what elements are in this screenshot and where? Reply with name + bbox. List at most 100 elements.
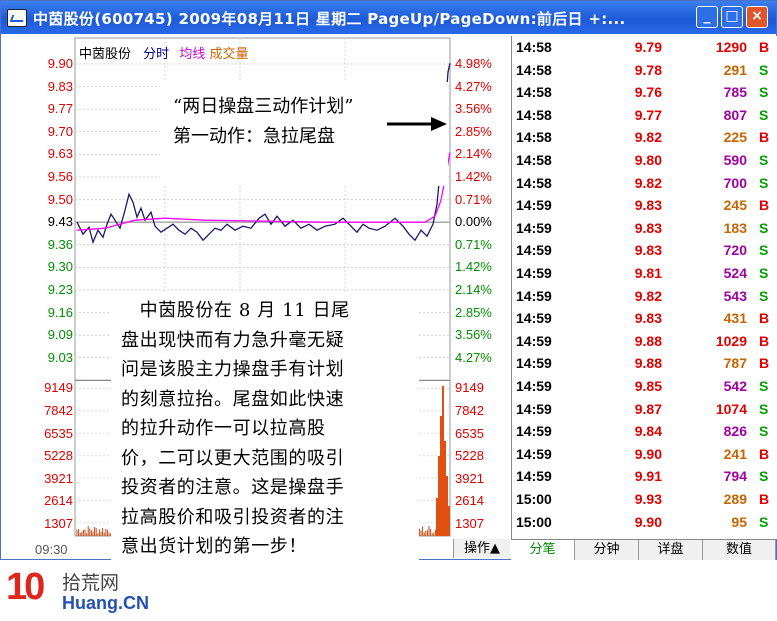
tick-tabs: 分笔 分钟 详盘 数值: [511, 539, 776, 560]
tick-direction: S: [759, 468, 769, 485]
price-label-right: 2.85%: [455, 304, 492, 320]
tick-row[interactable]: 14:59 9.83 720 S: [512, 242, 777, 264]
tick-list[interactable]: 14:58 9.79 1290 B 14:58 9.78 291 S 14:58 9.76 785 S…: [511, 36, 777, 539]
tick-volume: 1290: [715, 39, 747, 55]
tick-price: 9.81: [634, 265, 662, 281]
price-label-left: 9.83: [47, 78, 73, 94]
tick-volume: 431: [723, 310, 747, 327]
tick-row[interactable]: 14:59 9.90 241 B: [512, 446, 777, 468]
tick-row[interactable]: 14:58 9.78 291 S: [512, 62, 777, 84]
price-label-left: 9.70: [47, 123, 73, 139]
tick-volume: 807: [723, 106, 747, 123]
tick-row[interactable]: 14:58 9.77 807 S: [512, 107, 777, 129]
tick-price: 9.78: [634, 61, 662, 78]
tick-direction: S: [759, 400, 769, 417]
tick-time: 14:59: [516, 400, 552, 417]
tick-row[interactable]: 14:58 9.76 785 S: [512, 84, 777, 106]
tab-minutes[interactable]: 分钟: [575, 540, 639, 560]
tick-time: 14:58: [516, 106, 552, 123]
volume-label: 5228: [44, 448, 73, 464]
tick-volume: 542: [723, 378, 747, 394]
tick-direction: B: [759, 197, 770, 214]
tick-volume: 183: [723, 219, 747, 236]
tick-direction: B: [759, 355, 770, 372]
tick-time: 15:00: [516, 491, 552, 507]
tick-direction: S: [759, 423, 769, 440]
tick-row[interactable]: 14:59 9.82 543 S: [512, 288, 777, 310]
tick-price: 9.83: [634, 242, 662, 259]
price-label-left: 9.90: [47, 56, 73, 71]
price-label-right: 4.27%: [455, 78, 492, 94]
legend-volume: 成交量: [209, 47, 249, 62]
tick-volume: 289: [723, 491, 747, 507]
intraday-chart[interactable]: 中茵股份 分时 均线 成交量 9.90 9.83 9.77 9.70 9.63 9.56 9…: [5, 36, 510, 561]
annotation-text: 中茵股份在 8 月 11 日尾 盘出现快而有力急升毫无疑 问是该股主力操盘手有计划的…: [111, 294, 419, 561]
minimize-button[interactable]: _: [696, 6, 718, 28]
tick-row[interactable]: 14:59 9.83 245 B: [512, 197, 777, 219]
tick-price: 9.84: [634, 423, 662, 440]
callout-box: “两日操盘三动作计划” 第一动作：急拉尾盘: [160, 82, 448, 186]
tick-direction: B: [759, 39, 770, 55]
maximize-button[interactable]: □: [721, 6, 743, 28]
price-label-left: 9.56: [47, 169, 73, 184]
tick-time: 14:58: [516, 61, 552, 78]
close-button[interactable]: ×: [746, 6, 768, 28]
annotation-line: 的拉升动作一可以拉高股: [121, 418, 326, 439]
tick-price: 9.90: [634, 445, 662, 462]
tick-price: 9.83: [634, 310, 662, 327]
arrow-icon: [387, 117, 447, 131]
tick-row[interactable]: 14:59 9.83 183 S: [512, 220, 777, 242]
tick-row[interactable]: 14:58 9.82 225 B: [512, 129, 777, 151]
tick-direction: B: [759, 310, 770, 327]
tick-row[interactable]: 14:58 9.79 1290 B: [512, 39, 777, 61]
quote-window: 中茵股份(600745) 2009年08月11日 星期二 PageUp/Page…: [0, 0, 777, 560]
price-label-left: 9.36: [47, 236, 73, 252]
tick-time: 14:59: [516, 332, 552, 349]
annotation-line: 拉高股价和吸引投资者的注: [121, 506, 345, 528]
tick-row[interactable]: 14:59 9.85 542 S: [512, 378, 777, 400]
tick-time: 14:59: [516, 310, 552, 327]
tick-row[interactable]: 14:59 9.88 1029 B: [512, 333, 777, 355]
tick-direction: S: [759, 242, 769, 259]
price-label-right: 1.42%: [455, 259, 492, 275]
tick-price: 9.91: [634, 468, 662, 485]
tab-ticks[interactable]: 分笔: [511, 540, 575, 560]
tick-row[interactable]: 14:59 9.91 794 S: [512, 468, 777, 490]
tick-row[interactable]: 14:59 9.87 1074 S: [512, 401, 777, 423]
tick-row[interactable]: 14:58 9.80 590 S: [512, 152, 777, 174]
price-line: [76, 63, 451, 245]
operation-button[interactable]: 操作▲: [453, 539, 510, 558]
tick-price: 9.88: [634, 355, 662, 372]
tab-values[interactable]: 数值: [703, 540, 776, 560]
tick-row[interactable]: 15:00 9.90 95 S: [512, 514, 777, 536]
price-label-right: 2.85%: [455, 123, 492, 139]
tick-row[interactable]: 14:59 9.81 524 S: [512, 265, 777, 287]
tick-volume: 524: [723, 265, 747, 281]
title-bar[interactable]: 中茵股份(600745) 2009年08月11日 星期二 PageUp/Page…: [1, 1, 776, 34]
tick-direction: B: [759, 445, 770, 462]
tick-price: 9.82: [634, 129, 662, 146]
tick-time: 14:59: [516, 197, 552, 214]
price-label-right: 4.98%: [455, 56, 492, 71]
window-title: 中茵股份(600745) 2009年08月11日 星期二 PageUp/Page…: [33, 10, 626, 28]
price-label-left: 9.09: [47, 327, 73, 343]
tick-volume: 826: [723, 423, 747, 440]
tick-row[interactable]: 14:59 9.88 787 B: [512, 355, 777, 377]
tab-details[interactable]: 详盘: [639, 540, 703, 560]
tick-volume: 700: [723, 174, 747, 191]
tick-row[interactable]: 14:59 9.84 826 S: [512, 423, 777, 445]
logo-url: Huang.CN: [62, 593, 149, 613]
tick-time: 14:59: [516, 445, 552, 462]
tick-row[interactable]: 14:58 9.82 700 S: [512, 175, 777, 197]
price-label-left: 9.50: [47, 191, 73, 207]
tick-time: 14:58: [516, 39, 552, 55]
tick-direction: S: [759, 287, 769, 304]
callout-subtitle: 第一动作：急拉尾盘: [173, 126, 335, 147]
tick-row[interactable]: 15:00 9.93 289 B: [512, 491, 777, 513]
volume-label: 9149: [44, 380, 73, 396]
tick-time: 14:59: [516, 378, 552, 394]
tick-time: 14:58: [516, 174, 552, 191]
tick-row[interactable]: 14:59 9.83 431 B: [512, 310, 777, 332]
volume-label: 3921: [455, 470, 484, 486]
logo-cn: 拾荒网: [62, 572, 120, 594]
